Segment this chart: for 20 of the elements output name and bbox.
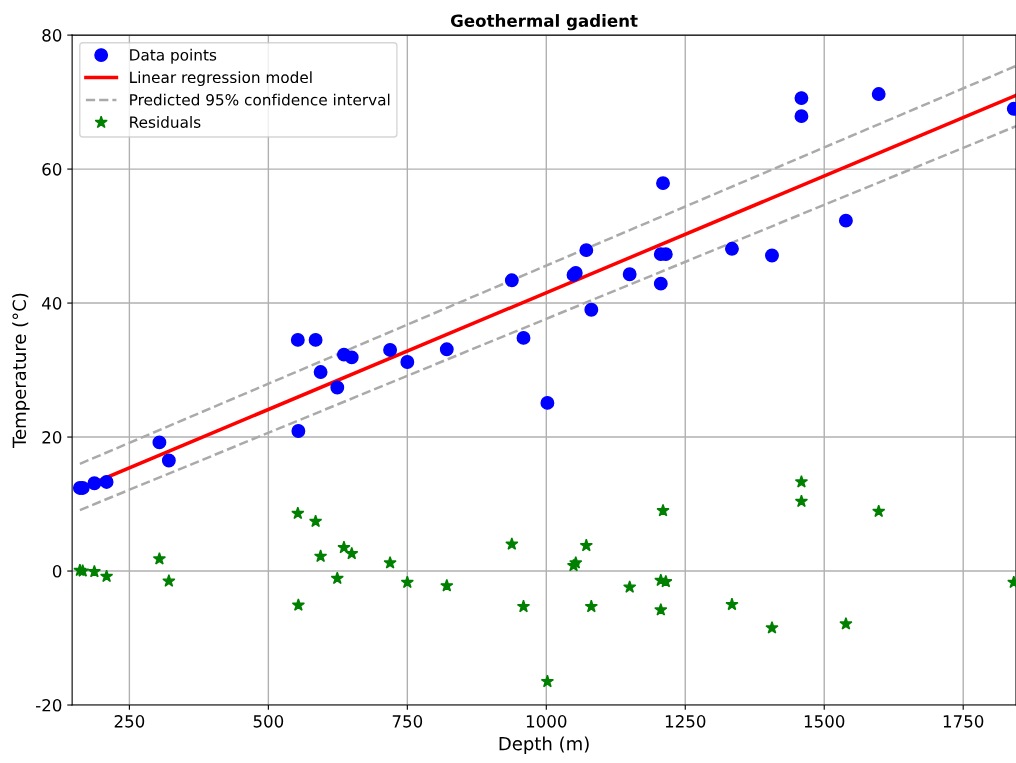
x-tick-label: 1000 [526,715,567,728]
y-tick-label: 0 [52,564,62,578]
x-tick-label: 1750 [943,715,984,728]
y-tick-label: -20 [36,698,62,712]
chart-title: Geothermal gadient [450,14,638,31]
y-tick-label: 40 [42,297,62,310]
y-tick-label: 80 [42,29,62,42]
x-tick-label: 1250 [665,715,706,728]
x-tick-label: 1500 [804,715,845,728]
y-tick-label: 20 [42,431,62,444]
x-tick-label: 250 [114,715,145,728]
legend-label: Linear regression model [130,71,312,87]
legend-label: Data points [130,48,217,64]
y-axis-title: Temperature (°C) [12,293,30,449]
x-tick-label: 500 [253,715,284,728]
legend-label: Predicted 95% confidence interval [130,93,390,106]
x-axis-title: Depth (m) [499,736,589,754]
x-tick-label: 750 [392,715,423,728]
legend-label: Residuals [130,116,201,128]
y-tick-label: 60 [42,163,62,176]
